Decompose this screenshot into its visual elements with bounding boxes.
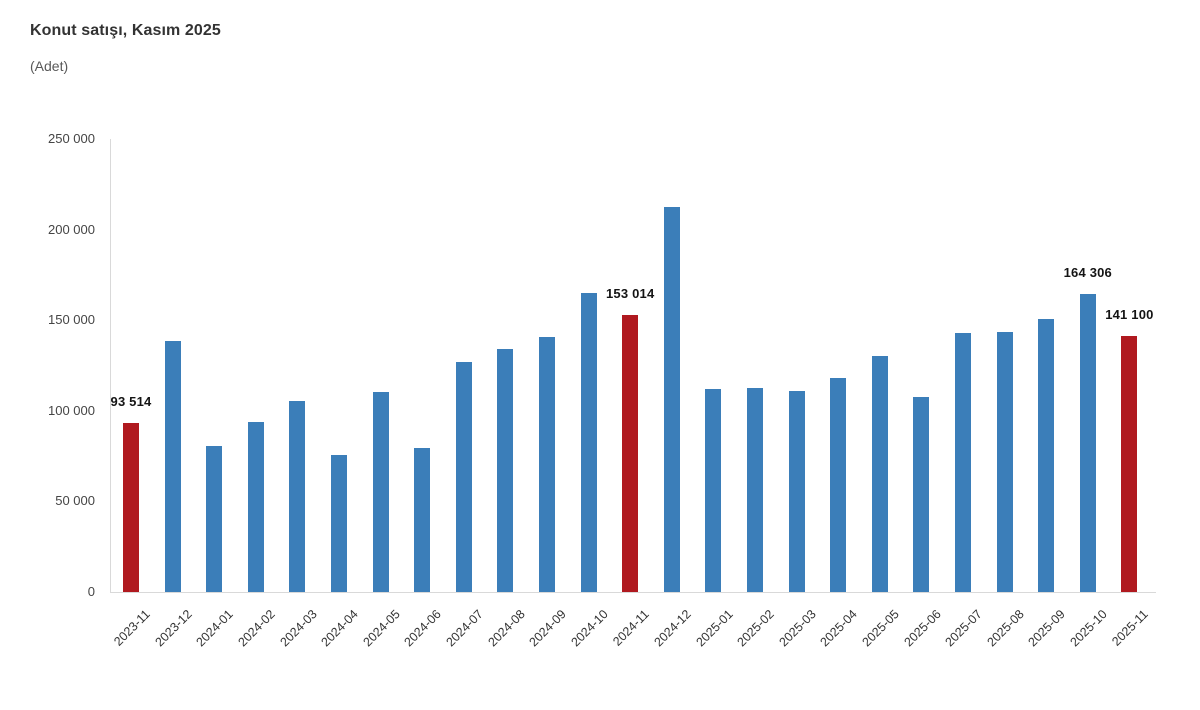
x-tick-label: 2025-03: [776, 607, 819, 650]
x-tick-label: 2024-02: [235, 607, 278, 650]
x-tick-label: 2024-10: [568, 607, 611, 650]
x-tick-label: 2024-08: [484, 607, 528, 650]
bar-2024-01: [206, 446, 223, 592]
bar-value-label: 153 014: [605, 285, 655, 301]
bar-value-label: 164 306: [1063, 265, 1112, 281]
bar-2025-05: [871, 356, 888, 592]
bar-2024-08: [497, 348, 514, 592]
bar-2024-04: [331, 455, 347, 592]
x-tick-label: 2024-06: [401, 607, 445, 650]
bar-2025-01: [705, 388, 722, 592]
y-tick-label: 250 000: [48, 131, 95, 146]
x-tick-label: 2025-08: [984, 607, 1027, 650]
bar-2024-06: [414, 448, 431, 592]
bar-value-label: 93 514: [110, 393, 152, 409]
x-tick-label: 2025-05: [859, 607, 902, 650]
bar-value-label: 141 100: [1105, 307, 1154, 323]
x-tick-label: 2025-10: [1067, 607, 1110, 650]
bar-2025-06: [913, 396, 930, 592]
x-tick-label: 2025-07: [942, 607, 985, 650]
x-tick-label: 2025-02: [734, 607, 777, 650]
x-tick-label: 2024-12: [651, 607, 694, 650]
x-tick-label: 2025-11: [1109, 607, 1152, 649]
x-tick-label: 2024-09: [526, 607, 569, 650]
x-tick-label: 2024-07: [443, 607, 486, 650]
bar-2025-03: [788, 391, 805, 592]
chart-subtitle: (Adet): [30, 58, 69, 74]
bar-2024-10: [580, 292, 597, 592]
bar-2024-07: [455, 361, 472, 592]
x-tick-label: 2023-11: [111, 607, 153, 649]
bar-2025-09: [1038, 318, 1055, 592]
bar-2024-11: [622, 314, 639, 592]
bar-2025-04: [830, 377, 847, 592]
bar-2024-03: [289, 400, 306, 592]
x-tick-label: 2024-11: [610, 607, 653, 649]
bar-2025-08: [996, 332, 1013, 592]
y-tick-label: 150 000: [48, 312, 95, 328]
bar-2025-07: [955, 333, 971, 592]
x-tick-label: 2025-01: [692, 607, 736, 650]
bar-2024-02: [247, 421, 264, 592]
bar-2024-12: [663, 206, 680, 592]
bar-2025-11: [1121, 336, 1138, 592]
x-tick-label: 2023-12: [152, 607, 195, 650]
bar-2023-11: [123, 422, 139, 592]
y-tick-label: 100 000: [48, 402, 95, 418]
x-tick-label: 2025-09: [1025, 607, 1069, 650]
y-axis-line: [110, 139, 111, 592]
bar-2025-10: [1079, 294, 1096, 592]
x-tick-label: 2024-01: [193, 607, 237, 650]
bar-2023-12: [164, 340, 181, 592]
x-tick-label: 2025-06: [900, 607, 944, 650]
bar-2024-09: [539, 336, 555, 592]
chart-title: Konut satışı, Kasım 2025: [30, 22, 221, 39]
x-tick-label: 2024-03: [276, 607, 320, 650]
bar-2025-02: [747, 387, 763, 592]
x-axis-line: [110, 592, 1156, 593]
y-tick-label: 200 000: [48, 221, 95, 237]
y-tick-label: 50 000: [55, 493, 95, 509]
x-tick-label: 2024-05: [360, 607, 403, 650]
y-tick-label: 0: [87, 584, 95, 599]
x-tick-label: 2025-04: [817, 607, 861, 650]
x-tick-label: 2024-04: [318, 607, 361, 650]
bar-2024-05: [372, 391, 389, 592]
